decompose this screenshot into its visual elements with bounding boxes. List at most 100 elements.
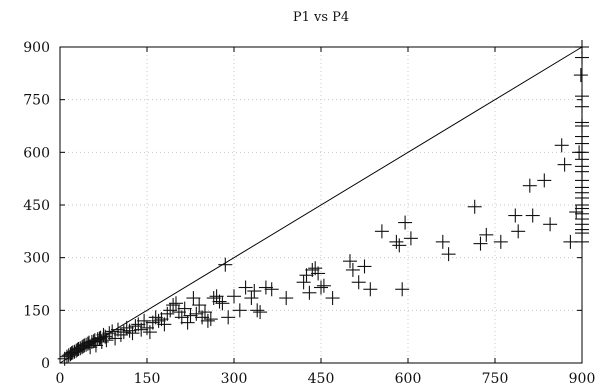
data-point bbox=[154, 312, 169, 327]
x-axis-ticks: 0 150 300 450 600 750 900 bbox=[56, 47, 596, 387]
data-point bbox=[171, 305, 186, 320]
data-point bbox=[151, 313, 166, 328]
data-point bbox=[511, 224, 526, 239]
data-point bbox=[125, 326, 140, 341]
data-point bbox=[473, 236, 488, 251]
data-point bbox=[108, 331, 123, 346]
y-tick-label: 300 bbox=[23, 251, 50, 267]
data-point bbox=[247, 284, 262, 299]
data-point bbox=[557, 157, 572, 172]
data-point bbox=[403, 231, 418, 246]
data-point bbox=[343, 254, 357, 269]
data-point bbox=[479, 227, 494, 242]
data-points bbox=[57, 40, 589, 366]
data-point bbox=[98, 329, 113, 344]
data-point bbox=[157, 317, 172, 332]
data-point bbox=[522, 178, 537, 193]
x-tick-label: 450 bbox=[308, 371, 335, 387]
data-point bbox=[389, 234, 404, 249]
data-point bbox=[508, 208, 523, 223]
data-point bbox=[305, 262, 320, 277]
y-tick-label: 750 bbox=[23, 93, 50, 109]
data-point bbox=[111, 322, 125, 337]
y-tick-label: 150 bbox=[23, 303, 50, 319]
data-point bbox=[232, 303, 247, 318]
data-point bbox=[345, 262, 360, 277]
data-point bbox=[198, 305, 212, 320]
data-point bbox=[302, 285, 317, 300]
data-point bbox=[238, 280, 253, 295]
data-point bbox=[206, 291, 221, 306]
data-point bbox=[253, 305, 268, 320]
data-point bbox=[308, 261, 323, 276]
data-point bbox=[177, 301, 192, 316]
data-point bbox=[148, 310, 163, 325]
data-point bbox=[137, 313, 152, 328]
y-tick-label: 450 bbox=[23, 198, 50, 214]
data-point bbox=[96, 327, 111, 342]
data-point bbox=[128, 319, 143, 334]
data-point bbox=[244, 291, 259, 306]
data-point bbox=[554, 138, 569, 153]
data-point bbox=[467, 199, 482, 214]
data-point bbox=[174, 310, 189, 325]
data-point bbox=[83, 340, 98, 355]
x-tick-label: 300 bbox=[221, 371, 248, 387]
data-point bbox=[493, 234, 508, 249]
data-point bbox=[88, 338, 103, 353]
x-tick-label: 600 bbox=[395, 371, 422, 387]
data-point bbox=[227, 289, 241, 304]
data-point bbox=[142, 325, 157, 340]
data-point bbox=[215, 296, 230, 311]
data-point bbox=[99, 333, 114, 348]
data-point bbox=[279, 291, 294, 306]
data-point bbox=[61, 348, 76, 363]
data-point bbox=[189, 306, 204, 321]
data-point bbox=[160, 306, 175, 321]
data-point bbox=[392, 238, 407, 253]
data-point bbox=[311, 266, 326, 281]
data-point bbox=[569, 205, 584, 220]
data-point bbox=[166, 298, 181, 313]
x-tick-label: 900 bbox=[569, 371, 596, 387]
data-point bbox=[180, 315, 195, 330]
data-point bbox=[186, 291, 201, 306]
data-point bbox=[105, 324, 120, 339]
data-point bbox=[250, 303, 265, 318]
data-point bbox=[183, 308, 198, 323]
data-point bbox=[573, 68, 588, 83]
data-point bbox=[73, 341, 88, 356]
data-point bbox=[92, 331, 107, 346]
data-point bbox=[363, 282, 378, 297]
data-point bbox=[67, 344, 82, 359]
data-point bbox=[221, 310, 236, 325]
data-point bbox=[212, 294, 227, 309]
data-point bbox=[537, 173, 552, 188]
data-point bbox=[163, 303, 178, 318]
data-point bbox=[325, 291, 340, 306]
data-point bbox=[134, 322, 149, 337]
chart-title: P1 vs P4 bbox=[293, 10, 349, 25]
y-tick-label: 900 bbox=[23, 40, 50, 56]
data-point bbox=[299, 268, 314, 283]
data-point bbox=[145, 315, 160, 330]
y-axis-ticks: 0 150 300 450 600 750 900 bbox=[23, 40, 582, 372]
data-point bbox=[169, 296, 183, 311]
data-point bbox=[543, 217, 558, 232]
x-tick-label: 150 bbox=[134, 371, 161, 387]
data-point bbox=[80, 336, 95, 351]
reference-diagonal-line bbox=[59, 46, 583, 364]
data-point bbox=[79, 337, 94, 352]
x-tick-label: 0 bbox=[56, 371, 65, 387]
data-point bbox=[131, 317, 146, 332]
data-point bbox=[218, 257, 233, 272]
data-point bbox=[435, 234, 450, 249]
data-point bbox=[296, 275, 311, 290]
y-tick-label: 600 bbox=[23, 145, 50, 161]
data-point bbox=[119, 320, 134, 335]
data-point bbox=[200, 313, 215, 328]
data-point bbox=[209, 289, 224, 304]
data-point bbox=[316, 278, 331, 293]
data-point bbox=[192, 298, 207, 313]
